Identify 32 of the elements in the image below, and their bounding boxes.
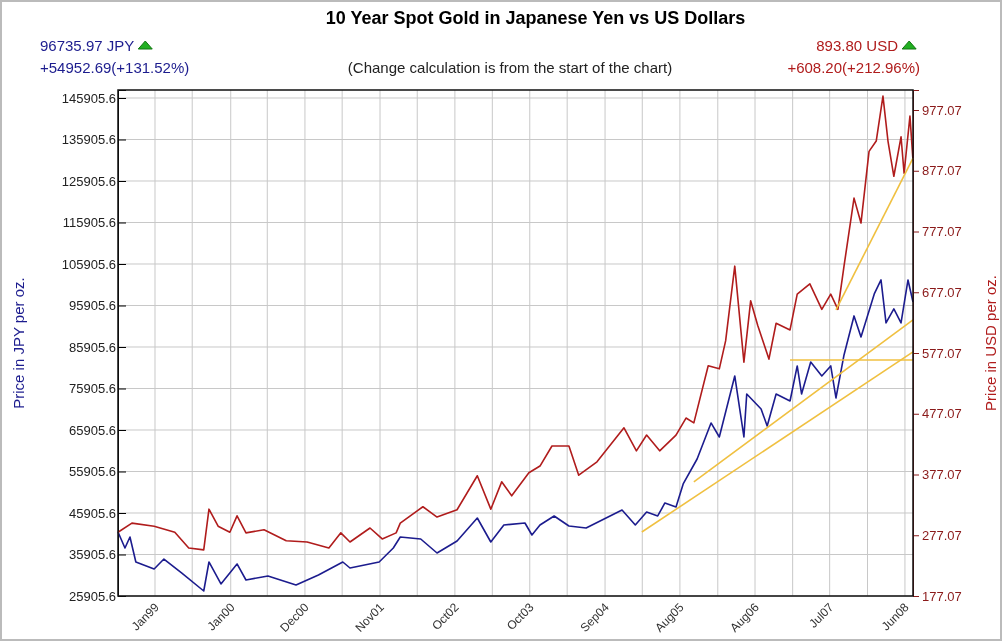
y-tick-label: 115905.6 <box>62 215 116 231</box>
line-series <box>117 279 914 592</box>
text: +608.20(+212.96%) <box>787 59 920 76</box>
y-tick-label: 85905.6 <box>69 339 116 355</box>
chart-title: 10 Year Spot Gold in Japanese Yen vs US Dollars <box>325 8 746 28</box>
y2-tick-label: 777.07 <box>922 224 962 240</box>
chart-subtitle: (Change calculation is from the start of the chart) <box>347 59 673 76</box>
y-axis-title: Price in JPY per oz. <box>10 277 27 409</box>
y2-tick-label: 877.07 <box>922 163 962 179</box>
y2-tick-label: 977.07 <box>922 102 962 118</box>
y-tick-label: 65905.6 <box>69 422 116 438</box>
y-tick-label: 25905.6 <box>69 588 116 604</box>
y-tick-label: 75905.6 <box>69 381 116 397</box>
text: 96735.97 JPY <box>40 37 135 54</box>
y2-tick-label: 577.07 <box>922 345 962 361</box>
y-tick-label: 125905.6 <box>61 173 116 189</box>
y2-tick-label: 377.07 <box>922 467 962 483</box>
y2-tick-label: 677.07 <box>922 284 962 300</box>
y-tick-label: 105905.6 <box>61 256 116 272</box>
y2-axis-title: Price in USD per oz. <box>982 275 999 411</box>
y-tick-label: 45905.6 <box>69 505 116 521</box>
text: +54952.69(+131.52%) <box>40 59 190 76</box>
y-tick-label: 145905.6 <box>61 90 116 106</box>
y-tick-label: 35905.6 <box>69 547 116 563</box>
y2-tick-label: 177.07 <box>922 588 962 604</box>
y-tick-label: 55905.6 <box>69 464 116 480</box>
y2-tick-label: 477.07 <box>922 406 962 422</box>
y2-tick-label: 277.07 <box>922 527 962 543</box>
y-tick-label: 95905.6 <box>69 298 116 314</box>
text: 893.80 USD <box>816 37 899 54</box>
line-series <box>117 95 914 551</box>
y-tick-label: 135905.6 <box>61 132 116 148</box>
